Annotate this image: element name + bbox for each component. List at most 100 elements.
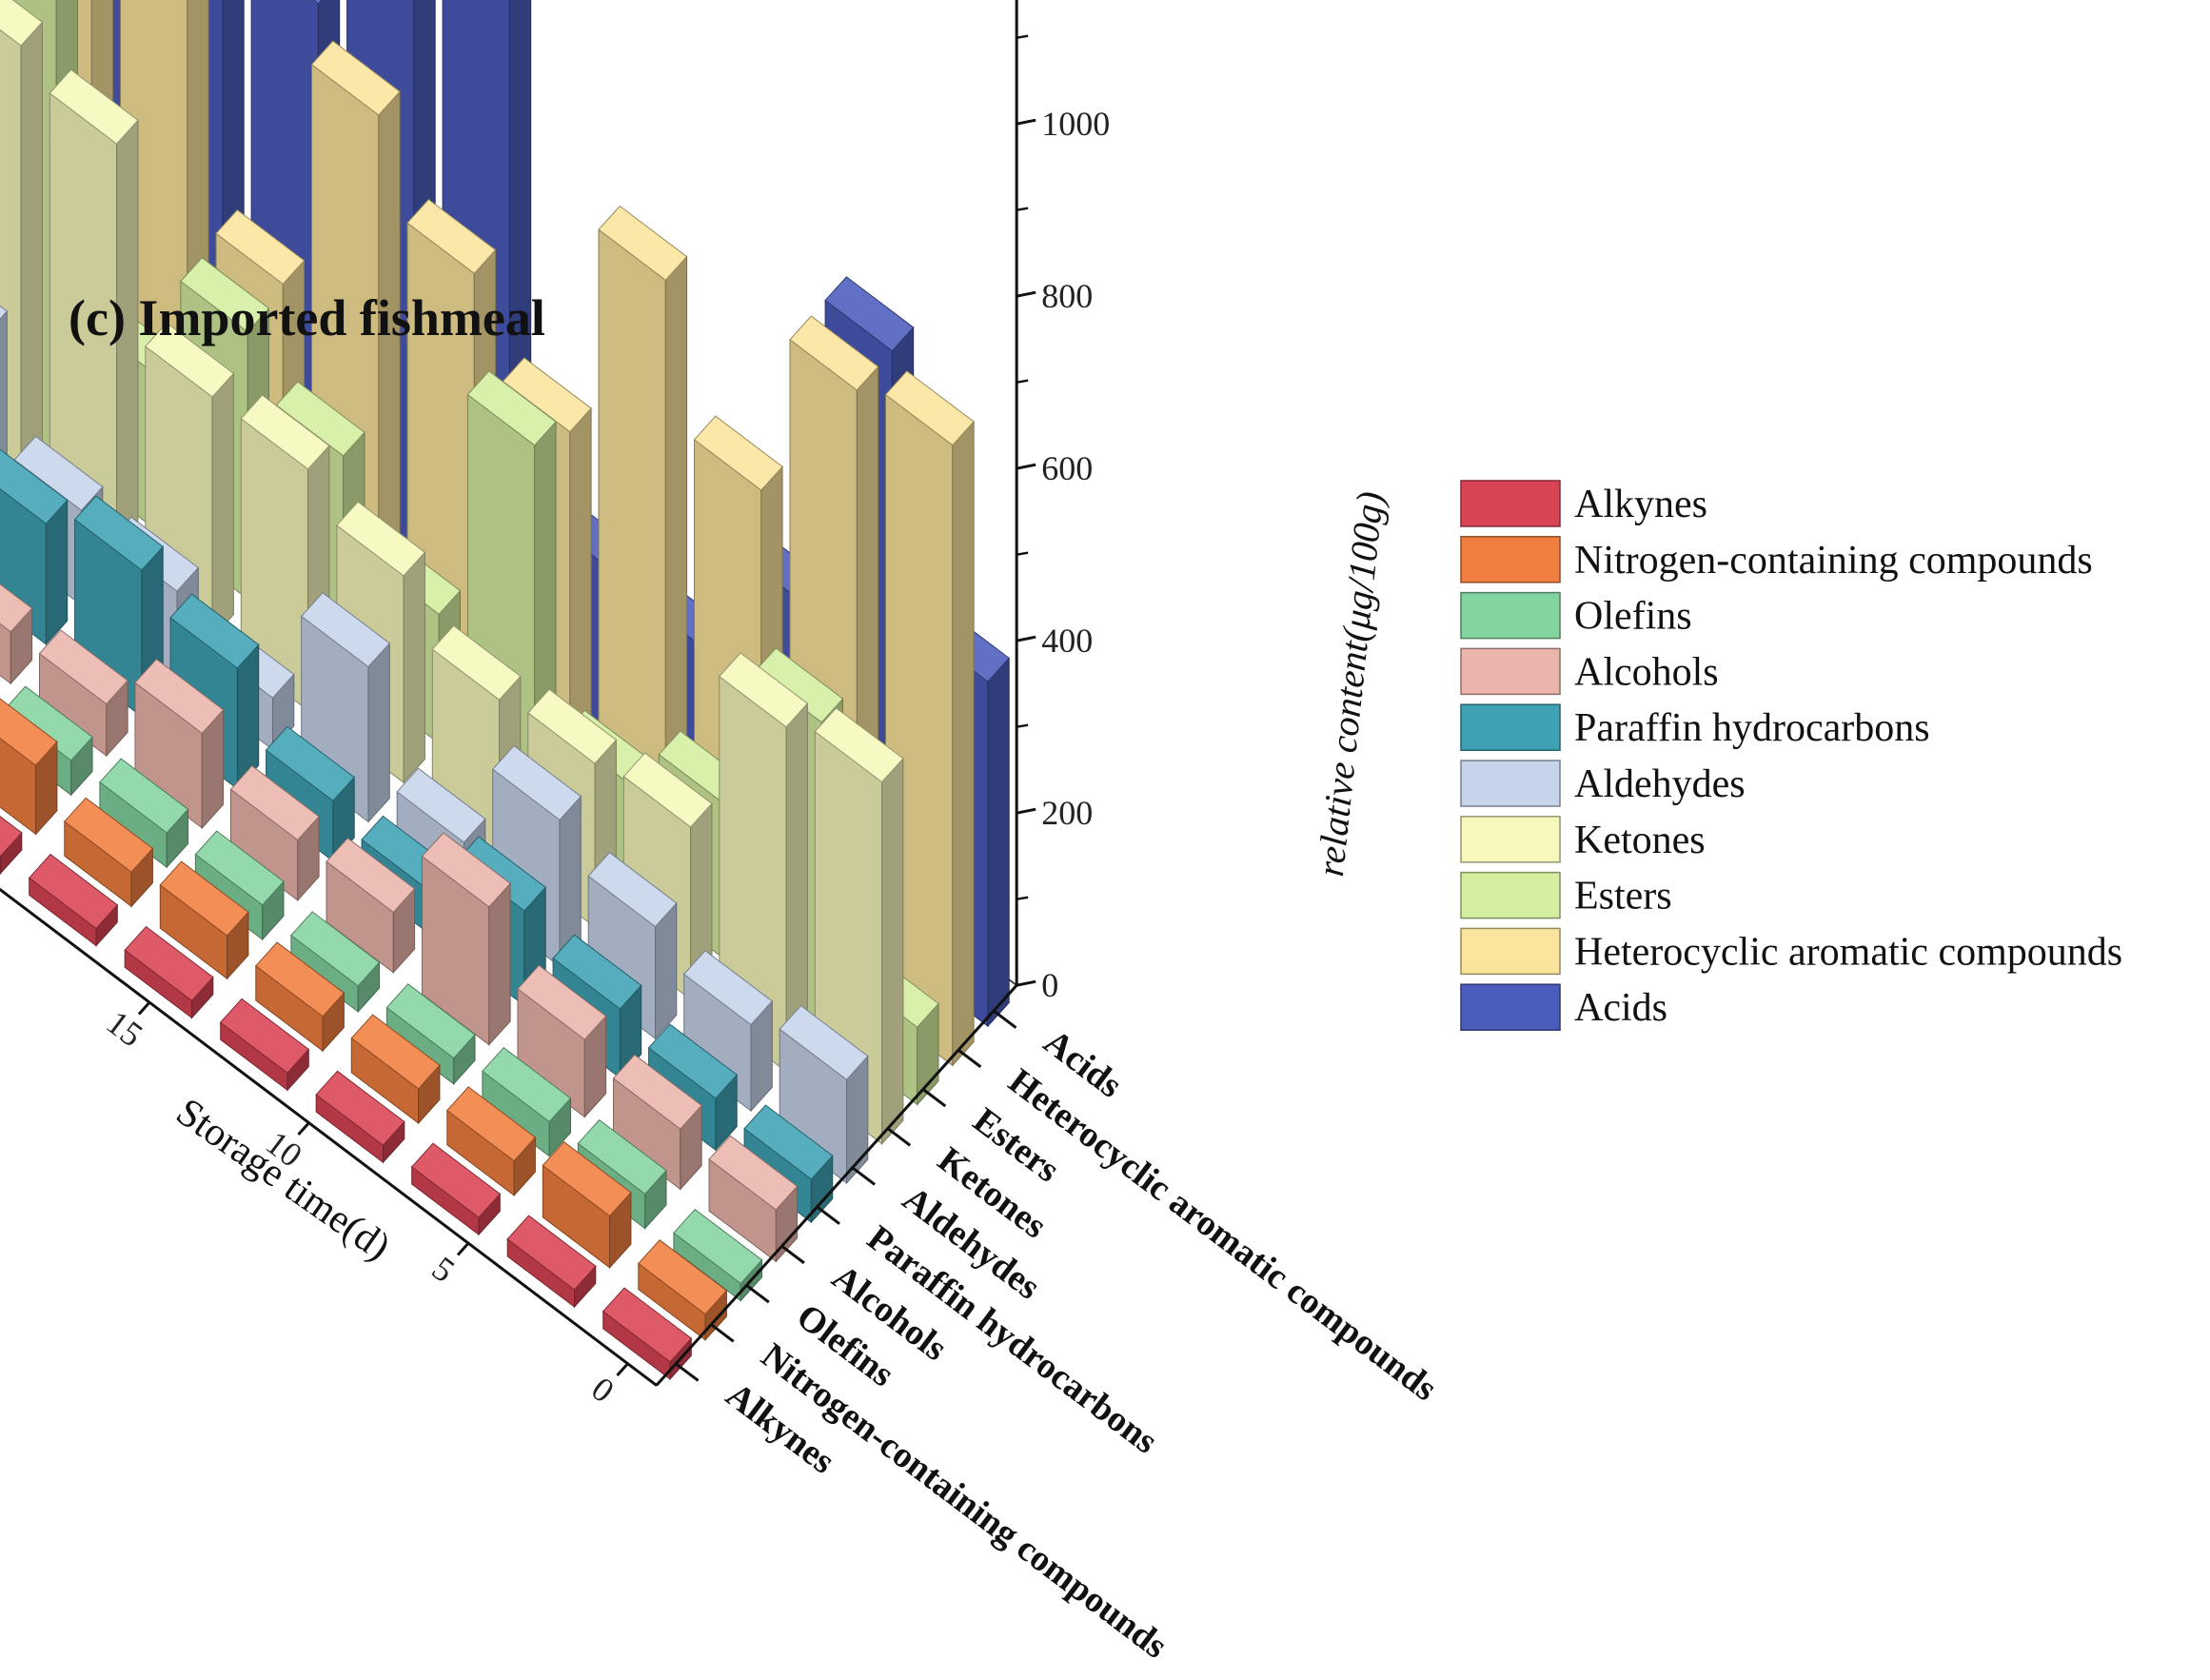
legend-label: Ketones <box>1574 819 1706 862</box>
bar-ketones-day-3 <box>719 652 809 1074</box>
bar-face-top <box>0 448 69 524</box>
legend-swatch <box>1460 536 1561 583</box>
bar-alcohols-day-18 <box>134 658 225 830</box>
bar-face-top <box>789 315 879 391</box>
bar-face-top <box>638 1239 728 1315</box>
bar-heterocyclic-aromatic-compounds-day-9 <box>598 205 688 850</box>
legend-swatch <box>1460 983 1561 1031</box>
bar-face-top <box>598 205 688 281</box>
bar-alcohols-day-24 <box>0 583 33 685</box>
legend-item: Nitrogen-containing compounds <box>1460 536 2093 583</box>
bar-nitrogen-containing-compounds-day-15 <box>159 860 249 980</box>
x-tick <box>137 1001 151 1016</box>
bar-face-top <box>743 1104 834 1180</box>
bar-face-top <box>824 276 915 352</box>
bar-face-top <box>0 583 33 633</box>
bar-face-top <box>884 370 975 446</box>
legend-swatch <box>1460 703 1561 751</box>
bar-nitrogen-containing-compounds-day-12 <box>255 941 345 1053</box>
legend-swatch <box>1460 927 1561 976</box>
bar-face-top <box>491 744 582 821</box>
z-tick <box>1016 290 1036 298</box>
legend-item: Acids <box>1460 983 1667 1031</box>
z-minor-tick <box>1016 723 1029 728</box>
bar-face-side <box>881 757 904 1145</box>
bar-face-top <box>315 1070 405 1146</box>
legend-item: Olefins <box>1460 591 1692 640</box>
legend-label: Nitrogen-containing compounds <box>1574 539 2093 583</box>
bar-face-top <box>194 830 285 906</box>
bar-face-top <box>814 707 904 783</box>
legend-item: Aldehydes <box>1460 760 1746 807</box>
bar-face-side <box>488 881 511 1046</box>
bar-face-top <box>482 1047 572 1123</box>
bar-face-top <box>0 698 58 766</box>
x-tick <box>456 1242 470 1256</box>
z-tick-label: 0 <box>1041 966 1058 1004</box>
bar-alkynes-day-15 <box>124 925 214 1019</box>
bar-nitrogen-containing-compounds-day-18 <box>64 797 154 908</box>
legend-label: Paraffin hydrocarbons <box>1574 706 1930 750</box>
bar-face-top <box>602 1287 693 1363</box>
category-label: Nitrogen-containing compounds <box>754 1335 1174 1667</box>
bar-face-top <box>219 998 310 1074</box>
bar-nitrogen-containing-compounds-day-0 <box>638 1239 728 1341</box>
bar-face-top <box>159 860 249 937</box>
bar-nitrogen-containing-compounds-day-21 <box>0 698 58 836</box>
z-tick <box>1016 979 1036 987</box>
bar-face-side <box>952 420 975 1067</box>
category-tick <box>851 1166 877 1186</box>
category-tick <box>780 1244 805 1265</box>
category-tick <box>993 1009 1017 1029</box>
category-tick <box>921 1088 947 1108</box>
bar-face-side <box>367 642 390 823</box>
bar-alkynes-day-18 <box>28 853 119 947</box>
z-minor-tick <box>1016 207 1029 211</box>
bar-face-top <box>421 832 511 908</box>
category-tick <box>957 1048 982 1069</box>
z-tick-label: 1000 <box>1041 105 1110 143</box>
legend-label: Heterocyclic aromatic compounds <box>1574 930 2122 974</box>
category-tick <box>886 1127 912 1147</box>
x-tick <box>297 1121 310 1136</box>
bar-face-top <box>396 767 486 843</box>
bar-face-top <box>622 752 713 828</box>
bar-face-side <box>211 372 234 640</box>
bar-face-top <box>73 495 164 571</box>
z-minor-tick <box>1016 551 1029 556</box>
z-tick-label: 200 <box>1041 794 1093 832</box>
legend-swatch <box>1460 871 1561 919</box>
bar-face-top <box>446 1086 537 1162</box>
bar-alkynes-day-9 <box>315 1070 405 1164</box>
bar-face-top <box>312 0 323 5</box>
legend-swatch <box>1460 647 1561 696</box>
category-tick <box>675 1362 700 1382</box>
x-tick-label: 5 <box>425 1249 462 1290</box>
bar-face-top <box>542 1141 632 1217</box>
bar-face-top <box>517 964 607 1040</box>
z-axis-label: relative content(μg/100g) <box>1309 489 1391 879</box>
x-tick <box>616 1362 629 1377</box>
legend-item: Ketones <box>1460 816 1706 863</box>
bar-alcohols-day-9 <box>421 832 511 1046</box>
bar-face-top <box>466 370 557 446</box>
bar-face-top <box>180 257 270 333</box>
bar-face-top <box>169 593 260 669</box>
bar-face-top <box>673 1208 763 1285</box>
bar-face-top <box>28 853 119 930</box>
bar-face-top <box>647 1023 738 1099</box>
bar-face-top <box>527 688 618 764</box>
bar-ketones-day-24 <box>49 69 139 567</box>
bar-face-side <box>987 657 1010 1028</box>
bar-face-side <box>236 643 260 790</box>
z-minor-tick <box>1016 34 1029 39</box>
bar-face-top <box>0 815 23 858</box>
bar-face-top <box>229 764 320 841</box>
legend-label: Alkynes <box>1574 483 1707 526</box>
bar-face-top <box>336 501 426 577</box>
chart-title: (c) Imported fishmeal <box>69 289 545 346</box>
bar-face-top <box>587 851 678 928</box>
bar-face-top <box>64 797 154 873</box>
category-tick <box>710 1323 735 1343</box>
legend-item: Alcohols <box>1460 647 1719 696</box>
